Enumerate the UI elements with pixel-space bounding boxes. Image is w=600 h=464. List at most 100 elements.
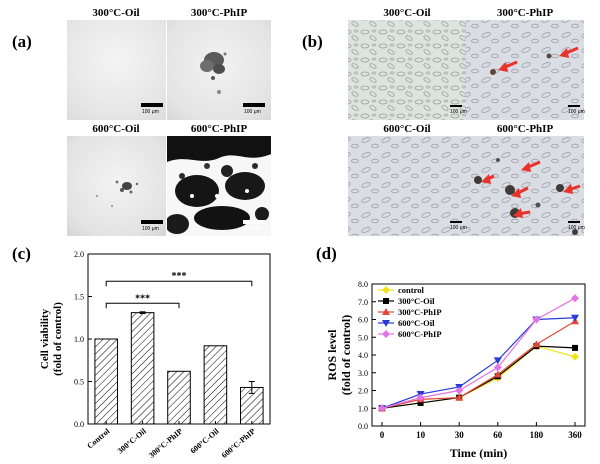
panel-b-arrows	[481, 46, 581, 218]
scale-label: 100 μm	[244, 109, 261, 115]
scale-label: 100 μm	[142, 226, 159, 232]
arrow-icon	[563, 184, 573, 194]
data-point	[382, 320, 390, 327]
y-tick-label: 4.0	[358, 351, 368, 360]
micrograph-a-600-oil: 100 μm	[67, 136, 166, 236]
data-point	[382, 286, 390, 294]
data-point	[532, 340, 541, 348]
micrograph-b-600-oil	[348, 136, 466, 236]
data-point	[455, 393, 464, 401]
panel-b-img4-title: 600°C-PhIP	[496, 123, 554, 135]
y-tick-label: 0.5	[74, 378, 84, 387]
y-tick-label: 5.0	[358, 333, 368, 342]
data-point	[382, 330, 390, 338]
x-tick-label: 10	[416, 430, 426, 440]
data-point	[455, 386, 464, 395]
y-tick-label: 1.0	[358, 404, 368, 413]
dense-particle-field	[167, 136, 271, 234]
y-axis-label-2: (fold of control)	[52, 302, 64, 376]
data-point	[571, 294, 579, 303]
x-tick-label: 180	[530, 430, 544, 440]
series-line	[381, 345, 576, 409]
legend-label: 300°C-PhIP	[398, 307, 442, 317]
scale-label: 100 μm	[568, 225, 585, 231]
data-point	[493, 363, 502, 372]
micrograph-a-600-phip: 100 μm	[167, 136, 271, 236]
arrow-icon	[498, 62, 508, 72]
arrow-icon	[513, 208, 523, 218]
line-chart-ros-level: 0.0 1.0 2.0 3.0 4.0 5.0 6.0 7.0 8.0 0 10 30 60 180 360…	[325, 280, 586, 460]
series-line	[381, 297, 576, 409]
panel-b-img1-title: 300°C-Oil	[383, 7, 431, 19]
bar	[167, 370, 191, 425]
panel-b-img3-title: 600°C-Oil	[383, 123, 431, 135]
y-tick-label: 0.0	[74, 420, 84, 429]
panel-b-img2-title: 300°C-PhIP	[496, 7, 554, 19]
scale-label: 100 μm	[568, 109, 585, 115]
scale-bar	[243, 220, 265, 224]
data-point	[571, 314, 579, 322]
bar	[203, 345, 228, 425]
x-axis-label: Time (min)	[450, 446, 507, 460]
panel-c-label: (c)	[12, 244, 31, 263]
y-tick-label: 1.0	[74, 335, 84, 344]
x-tick-label: 360	[568, 430, 582, 440]
bar-chart-cell-viability: 0.0 0.5 1.0 1.5 2.0 Control 300°C-Oil 300°C-PhI…	[39, 250, 271, 460]
significance-label: ***	[172, 271, 187, 282]
legend-label: control	[398, 285, 424, 295]
panel-d-label: (d)	[316, 244, 337, 263]
y-tick-label: 8.0	[358, 280, 368, 289]
x-tick-label: Control	[85, 426, 112, 450]
scale-label: 100 μm	[244, 226, 261, 232]
significance-bracket	[105, 280, 253, 287]
arrow-icon	[511, 188, 521, 198]
scale-bar	[141, 220, 163, 224]
y-tick-label: 0.0	[358, 422, 368, 431]
data-point	[572, 344, 578, 351]
series-line	[381, 320, 576, 409]
y-tick-label: 1.5	[74, 293, 84, 302]
x-tick-label: 30	[455, 430, 465, 440]
data-point	[417, 399, 424, 406]
x-tick-label: 0	[380, 430, 385, 440]
x-tick-label: 600°C-PhIP	[220, 427, 257, 460]
scale-bar	[141, 103, 163, 107]
data-point	[532, 315, 541, 324]
panel-a-img3-title: 600°C-Oil	[92, 123, 140, 135]
micrograph-a-300-phip: 100 μm	[167, 20, 271, 120]
micrograph-b-300-phip	[466, 20, 584, 120]
bar	[94, 338, 118, 425]
significance-label: ***	[135, 293, 150, 304]
particle-cluster	[200, 52, 227, 94]
series-line	[381, 317, 576, 409]
arrow-icon	[559, 48, 569, 58]
data-point	[378, 404, 386, 413]
micrograph-a-300-oil: 100 μm	[67, 20, 166, 120]
bar	[130, 312, 155, 425]
y-tick-label: 7.0	[358, 298, 368, 307]
panel-a-img2-title: 300°C-PhIP	[190, 7, 248, 19]
scale-label: 100 μm	[142, 109, 159, 115]
data-point	[382, 308, 390, 315]
data-point	[416, 393, 425, 402]
particle-scatter	[96, 180, 139, 207]
y-tick-label: 6.0	[358, 316, 368, 325]
panel-a-img1-title: 300°C-Oil	[92, 7, 140, 19]
y-axis-label: ROS level	[325, 329, 339, 381]
significance-bracket	[105, 302, 180, 309]
y-tick-label: 3.0	[358, 369, 368, 378]
arrow-icon	[521, 162, 531, 172]
micrograph-b-600-phip	[466, 136, 584, 236]
data-point	[493, 357, 502, 365]
legend-label: 300°C-Oil	[398, 296, 435, 306]
arrow-icon	[481, 174, 491, 184]
micrograph-b-300-oil	[348, 20, 466, 120]
x-tick-label: 600°C-Oil	[189, 426, 222, 455]
panel-a-img4-title: 600°C-PhIP	[190, 123, 248, 135]
scale-label: 100 μm	[450, 109, 467, 115]
series-line	[381, 345, 576, 409]
scale-bar	[243, 103, 265, 107]
y-tick-label: 2.0	[358, 387, 368, 396]
y-axis-label-2: (fold of control)	[339, 315, 353, 395]
data-point	[571, 352, 579, 361]
